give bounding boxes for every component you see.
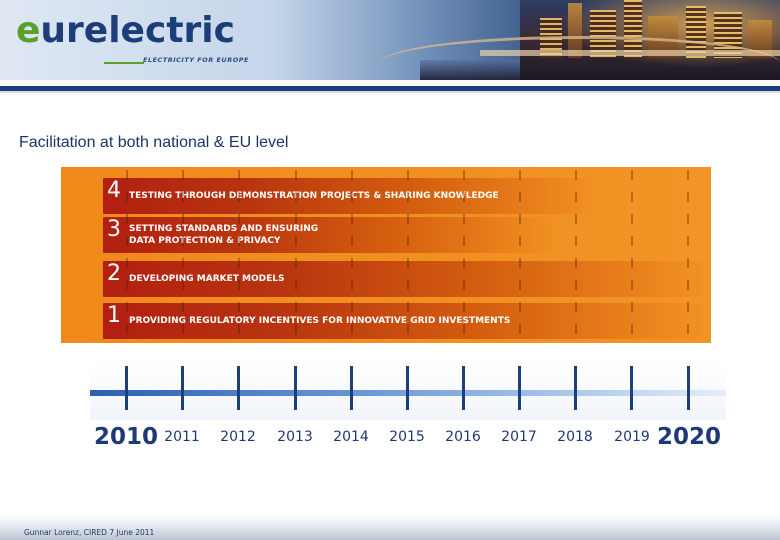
band-label: PROVIDING REGULATORY INCENTIVES FOR INNO… (129, 316, 511, 326)
year-label: 2016 (445, 429, 481, 445)
year-label: 2015 (389, 429, 425, 445)
band-label: DEVELOPING MARKET MODELS (129, 274, 285, 284)
year-tick (574, 366, 577, 410)
footer-credit: Gunnar Lorenz, CIRED 7 June 2011 (24, 528, 155, 537)
year-tick (518, 366, 521, 410)
roadmap-band-4: 4 TESTING THROUGH DEMONSTRATION PROJECTS… (103, 178, 593, 214)
band-label: TESTING THROUGH DEMONSTRATION PROJECTS &… (129, 191, 499, 201)
year-tick (294, 366, 297, 410)
year-guide-line (182, 170, 184, 340)
band-label: SETTING STANDARDS AND ENSURING DATA PROT… (129, 224, 319, 246)
year-timeline: 2010 2011 2012 2013 2014 2015 2016 2017 … (90, 360, 726, 460)
roadmap-panel: 4 TESTING THROUGH DEMONSTRATION PROJECTS… (61, 167, 711, 343)
year-label: 2012 (220, 429, 256, 445)
band-number: 1 (107, 303, 121, 328)
year-tick (630, 366, 633, 410)
year-tick (406, 366, 409, 410)
year-tick (181, 366, 184, 410)
year-tick (237, 366, 240, 410)
year-guide-line (238, 170, 240, 340)
band-number: 3 (107, 217, 121, 242)
band-number: 4 (107, 178, 121, 203)
year-guide-line (407, 170, 409, 340)
header-banner: eurelectric ELECTRICITY FOR EUROPE (0, 0, 780, 80)
year-label: 2019 (614, 429, 650, 445)
year-label: 2020 (657, 424, 722, 450)
year-guide-line (463, 170, 465, 340)
year-tick (350, 366, 353, 410)
year-tick (125, 366, 128, 410)
eurelectric-logo: eurelectric (16, 13, 235, 49)
logo-e-letter: e (16, 10, 41, 51)
header-bridge-arch (380, 36, 780, 69)
year-guide-line (351, 170, 353, 340)
roadmap-band-1: 1 PROVIDING REGULATORY INCENTIVES FOR IN… (103, 303, 703, 339)
year-guide-line (295, 170, 297, 340)
logo-swoosh (104, 62, 144, 64)
footer-bar (0, 514, 780, 540)
header-bridge-deck (480, 50, 780, 56)
year-label: 2018 (557, 429, 593, 445)
header-rule (0, 86, 780, 91)
slide-title: Facilitation at both national & EU level (19, 134, 289, 151)
year-label: 2017 (501, 429, 537, 445)
year-guide-line (575, 170, 577, 340)
band-number: 2 (107, 261, 121, 286)
year-guide-line (687, 170, 689, 340)
roadmap-band-2: 2 DEVELOPING MARKET MODELS (103, 261, 703, 297)
logo-tagline: ELECTRICITY FOR EUROPE (143, 56, 249, 64)
logo-wordmark: urelectric (40, 10, 235, 51)
roadmap-band-3: 3 SETTING STANDARDS AND ENSURING DATA PR… (103, 217, 553, 253)
year-label: 2014 (333, 429, 369, 445)
year-guide-line (126, 170, 128, 340)
year-tick (462, 366, 465, 410)
year-tick (687, 366, 690, 410)
year-label: 2011 (164, 429, 200, 445)
year-label: 2010 (94, 424, 159, 450)
year-guide-line (631, 170, 633, 340)
year-guide-line (519, 170, 521, 340)
header-rule-light (0, 91, 780, 93)
year-label: 2013 (277, 429, 313, 445)
